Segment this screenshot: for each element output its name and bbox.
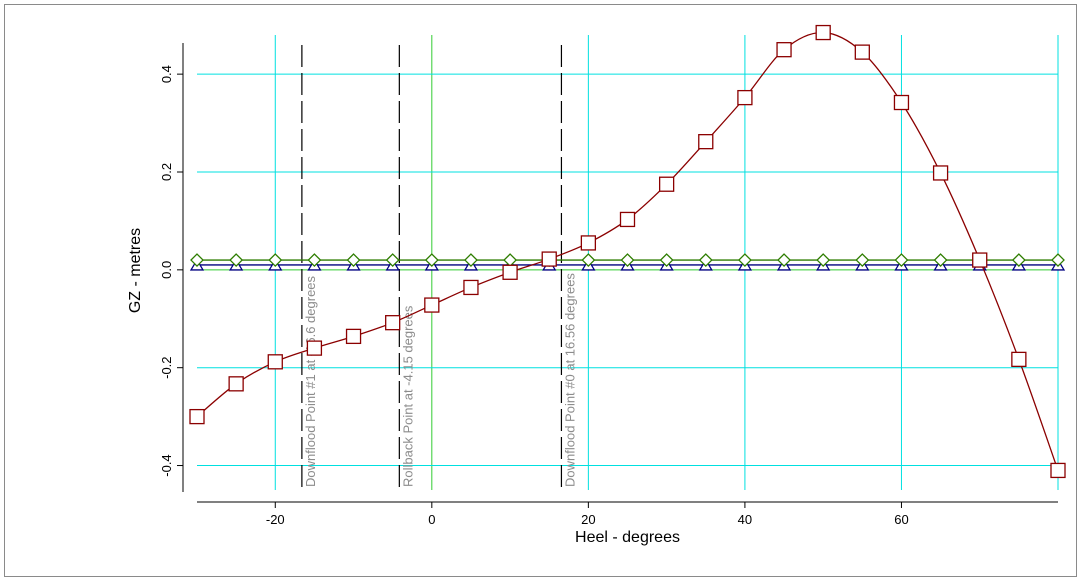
data-point-diamond: [894, 253, 909, 267]
data-point-square: [580, 235, 597, 251]
data-point-square: [698, 134, 714, 150]
gz-curve-chart: Downflood Point #1 at -16.6 degrees Rollb…: [127, 24, 1066, 546]
data-point-square: [189, 408, 205, 425]
x-tick-label: 20: [581, 512, 595, 527]
data-point-square: [385, 315, 401, 331]
data-point-square: [932, 165, 949, 181]
data-point-diamond: [268, 253, 283, 267]
data-point-diamond: [620, 253, 635, 267]
y-tick-label: -0.2: [159, 356, 174, 378]
reference-line-label: Rollback Point at -4.15 degrees: [400, 305, 415, 487]
data-point-diamond: [1051, 253, 1065, 267]
data-point-diamond: [777, 253, 791, 267]
data-point-diamond: [698, 253, 713, 267]
x-tick-label: 40: [738, 512, 752, 527]
y-tick-label: 0.0: [159, 261, 174, 279]
y-tick-label: 0.4: [159, 65, 174, 83]
data-point-square: [972, 252, 988, 268]
x-tick-label: 0: [428, 512, 435, 527]
data-point-diamond: [1011, 253, 1026, 267]
reference-lines: Downflood Point #1 at -16.6 degrees Rollb…: [301, 45, 577, 490]
data-point-square: [815, 24, 831, 41]
data-point-diamond: [659, 253, 674, 267]
data-point-square: [1050, 462, 1066, 479]
data-point-square: [619, 211, 636, 228]
data-point-square: [267, 354, 283, 370]
y-tick-label: -0.4: [159, 454, 174, 476]
data-point-square: [463, 279, 479, 296]
reference-line-label: Downflood Point #0 at 16.56 degrees: [562, 273, 577, 487]
reference-line-label: Downflood Point #1 at -16.6 degrees: [303, 275, 318, 487]
data-point-diamond: [229, 253, 244, 267]
data-point-square: [306, 340, 323, 356]
data-point-diamond: [737, 253, 752, 267]
x-tick-label: -20: [266, 512, 285, 527]
data-point-diamond: [581, 253, 596, 267]
data-point-diamond: [424, 253, 439, 267]
data-point-square: [424, 297, 440, 313]
data-point-square: [1011, 351, 1027, 368]
y-axis-title: GZ - metres: [127, 228, 144, 313]
data-point-diamond: [503, 253, 518, 267]
data-point-square: [893, 94, 910, 111]
chart-frame: Downflood Point #1 at -16.6 degrees Rollb…: [4, 4, 1077, 577]
data-point-diamond: [855, 253, 870, 267]
data-point-diamond: [346, 253, 361, 267]
data-point-square: [502, 264, 518, 280]
data-series: [189, 24, 1066, 479]
y-tick-label: 0.2: [159, 163, 174, 181]
data-point-square: [228, 376, 244, 392]
data-point-diamond: [307, 253, 322, 267]
data-point-diamond: [385, 253, 400, 267]
data-point-square: [776, 42, 792, 58]
tick-labels: -0.4 -0.2 0.0 0.2 0.4 -20 0 20 40 60: [159, 65, 909, 527]
x-tick-label: 60: [894, 512, 908, 527]
data-point-square: [658, 176, 675, 192]
x-axis-title: Heel - degrees: [575, 529, 680, 546]
axes: [177, 43, 1058, 508]
data-point-square: [854, 44, 870, 60]
data-point-diamond: [464, 253, 478, 267]
data-point-square: [737, 89, 753, 106]
data-point-square: [345, 328, 362, 345]
data-point-square: [541, 251, 557, 267]
series-line-square: [196, 31, 1059, 471]
data-point-diamond: [190, 253, 204, 267]
data-point-diamond: [933, 253, 948, 267]
data-point-diamond: [816, 253, 831, 267]
